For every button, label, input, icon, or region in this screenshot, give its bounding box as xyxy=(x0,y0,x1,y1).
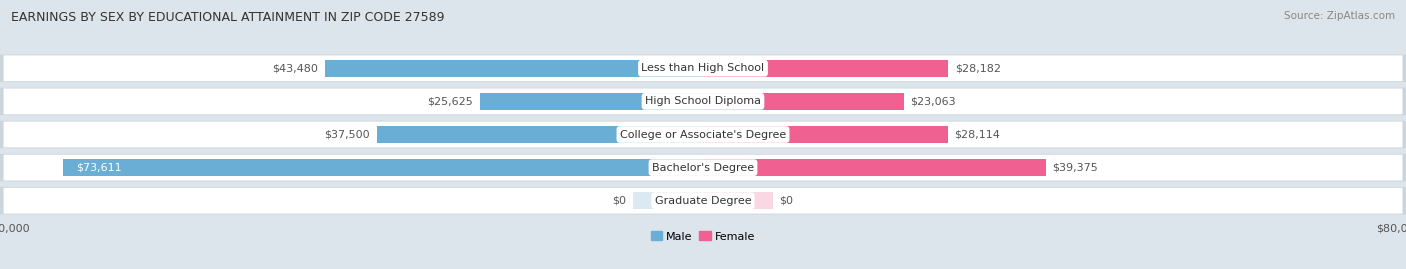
Text: $23,063: $23,063 xyxy=(911,96,956,107)
FancyBboxPatch shape xyxy=(0,88,1406,115)
Bar xyxy=(703,126,948,143)
Text: EARNINGS BY SEX BY EDUCATIONAL ATTAINMENT IN ZIP CODE 27589: EARNINGS BY SEX BY EDUCATIONAL ATTAINMEN… xyxy=(11,11,444,24)
FancyBboxPatch shape xyxy=(4,155,1402,180)
FancyBboxPatch shape xyxy=(4,55,1402,81)
Bar xyxy=(703,192,773,209)
Text: $25,625: $25,625 xyxy=(427,96,472,107)
Text: $73,611: $73,611 xyxy=(76,162,121,173)
Text: Source: ZipAtlas.com: Source: ZipAtlas.com xyxy=(1284,11,1395,21)
Text: Graduate Degree: Graduate Degree xyxy=(655,196,751,206)
Text: High School Diploma: High School Diploma xyxy=(645,96,761,107)
Bar xyxy=(703,60,948,77)
Text: $28,182: $28,182 xyxy=(955,63,1001,73)
Bar xyxy=(325,60,703,77)
FancyBboxPatch shape xyxy=(4,89,1402,114)
Text: Less than High School: Less than High School xyxy=(641,63,765,73)
Bar xyxy=(377,126,703,143)
FancyBboxPatch shape xyxy=(0,154,1406,181)
Text: $39,375: $39,375 xyxy=(1053,162,1098,173)
Bar xyxy=(479,93,703,110)
Text: Bachelor's Degree: Bachelor's Degree xyxy=(652,162,754,173)
Text: $43,480: $43,480 xyxy=(271,63,318,73)
Text: College or Associate's Degree: College or Associate's Degree xyxy=(620,129,786,140)
FancyBboxPatch shape xyxy=(4,188,1402,214)
Text: $0: $0 xyxy=(613,196,627,206)
Legend: Male, Female: Male, Female xyxy=(647,227,759,246)
Text: $37,500: $37,500 xyxy=(325,129,370,140)
Bar xyxy=(703,93,904,110)
Bar xyxy=(63,159,703,176)
FancyBboxPatch shape xyxy=(0,121,1406,148)
Bar xyxy=(633,192,703,209)
FancyBboxPatch shape xyxy=(0,55,1406,82)
Bar xyxy=(703,159,1046,176)
FancyBboxPatch shape xyxy=(4,122,1402,147)
FancyBboxPatch shape xyxy=(0,187,1406,214)
Text: $0: $0 xyxy=(779,196,793,206)
Text: $28,114: $28,114 xyxy=(955,129,1001,140)
